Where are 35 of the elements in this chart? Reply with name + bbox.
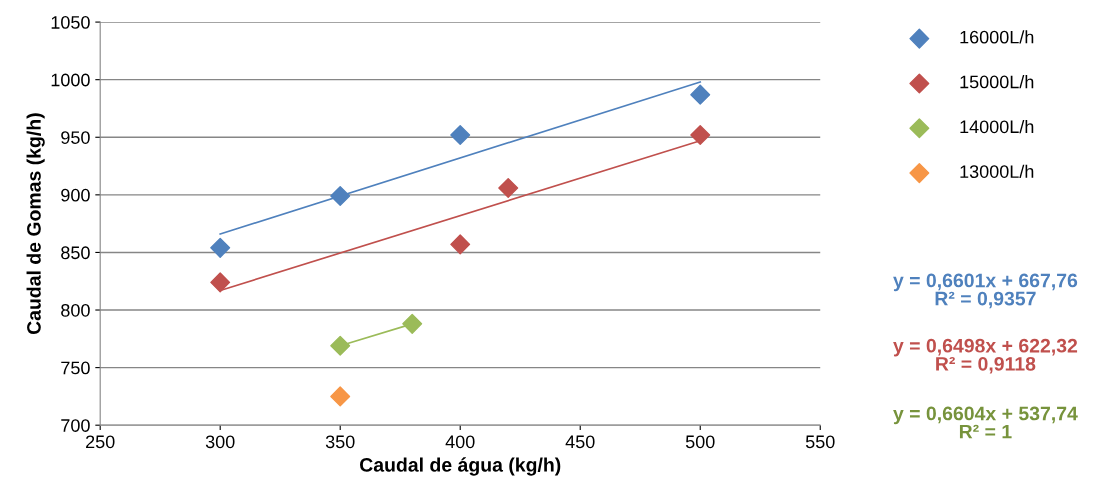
legend-label: 16000L/h: [960, 30, 1034, 44]
text: y = 0,6498x + 622,32 R² = 0,9118: [893, 338, 1078, 374]
y-tick-label: 1000: [51, 73, 90, 87]
text: y = 0,6604x + 537,74 R² = 1: [893, 406, 1078, 439]
point: [690, 84, 711, 105]
y-tick-label: 1050: [51, 16, 90, 29]
x-axis-title: Caudal de água (kg/h): [360, 457, 561, 476]
point: [210, 272, 231, 293]
point: [330, 335, 351, 356]
point: [690, 124, 711, 145]
point: [498, 177, 519, 198]
point: [450, 234, 471, 255]
text: y = 0,6601x + 667,76 R² = 0,9357: [893, 273, 1078, 309]
point: [330, 185, 351, 207]
point: [402, 313, 423, 334]
legend-label: 13000L/h: [960, 164, 1034, 178]
point: [330, 386, 351, 407]
y-tick-label: 900: [61, 188, 90, 202]
legend-label: 14000L/h: [960, 119, 1034, 134]
y-tick-label: 800: [61, 303, 90, 317]
point: [210, 237, 231, 258]
x-tick-label: 550: [805, 435, 835, 449]
x-tick-label: 250: [86, 435, 115, 449]
y-axis-title: Caudal de Gomas (kg/h): [26, 113, 45, 335]
x-tick-label: 500: [685, 435, 715, 449]
x-tick-label: 450: [565, 435, 595, 449]
y-tick-label: 950: [61, 131, 90, 144]
y-tick-label: 750: [61, 361, 90, 375]
legend-label: 15000L/h: [960, 75, 1034, 89]
x-tick-label: 400: [445, 435, 475, 449]
x-tick-label: 300: [205, 435, 235, 449]
point: [450, 124, 471, 145]
x-tick-label: 350: [325, 435, 355, 449]
y-tick-label: 850: [61, 246, 90, 260]
y-tick-label: 700: [61, 419, 90, 432]
